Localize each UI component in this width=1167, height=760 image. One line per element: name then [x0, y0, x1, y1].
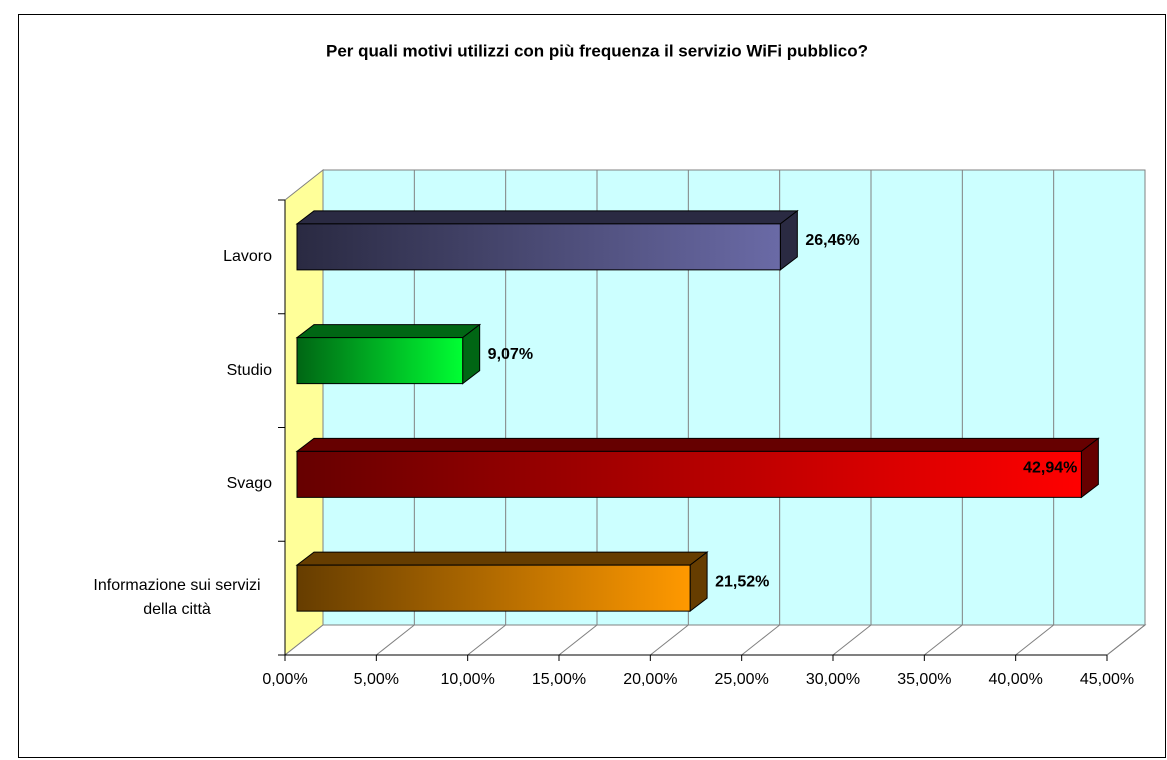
- y-tick-text: Svago: [226, 475, 272, 493]
- data-label: 21,52%: [715, 573, 769, 590]
- y-tick-text: Studio: [226, 361, 272, 379]
- x-tick-label: 0,00%: [262, 671, 307, 688]
- bar-front: [296, 564, 691, 612]
- grid-line-floor: [650, 624, 689, 656]
- grid-line-floor: [832, 624, 872, 656]
- x-tick-label: 45,00%: [1080, 671, 1134, 688]
- grid-line-floor: [376, 624, 415, 656]
- bar: [295, 551, 709, 613]
- x-tick-label: 25,00%: [715, 671, 769, 688]
- floor: [283, 624, 1147, 656]
- grid-line-floor: [1015, 624, 1054, 656]
- grid-line-floor: [467, 624, 506, 656]
- x-tick-label: 35,00%: [897, 671, 951, 688]
- bar-top: [295, 210, 799, 225]
- x-tick-label: 10,00%: [441, 671, 495, 688]
- x-tick-label: 20,00%: [623, 671, 677, 688]
- y-tick-label: Svago: [12, 472, 272, 496]
- y-tick-text: Informazione sui servizi della città: [93, 577, 261, 619]
- x-tick-label: 5,00%: [354, 671, 399, 688]
- chart-title: Per quali motivi utilizzi con più freque…: [326, 41, 868, 60]
- grid-line-floor: [1106, 624, 1146, 656]
- y-tick-text: Lavoro: [223, 247, 272, 265]
- bar: [295, 209, 799, 271]
- bar-front: [296, 337, 464, 385]
- bar-top: [295, 324, 482, 339]
- data-label: 26,46%: [805, 232, 859, 249]
- y-tick-label: Lavoro: [12, 245, 272, 269]
- x-tick-label: 15,00%: [532, 671, 586, 688]
- bar-top: [295, 437, 1100, 452]
- y-tick-label: Studio: [12, 359, 272, 383]
- bar-top: [295, 551, 709, 566]
- data-label: 42,94%: [1023, 460, 1077, 477]
- bar-front: [296, 450, 1082, 498]
- grid-line-floor: [558, 624, 598, 656]
- grid-line-floor: [741, 624, 780, 656]
- x-tick-label: 40,00%: [989, 671, 1043, 688]
- x-tick-label: 30,00%: [806, 671, 860, 688]
- grid-line-floor: [924, 624, 963, 656]
- data-label: 9,07%: [488, 346, 533, 363]
- bar: [295, 437, 1100, 499]
- bar-front: [296, 223, 781, 271]
- y-tick-label: Informazione sui servizi della città: [12, 574, 272, 622]
- bar: [295, 323, 482, 385]
